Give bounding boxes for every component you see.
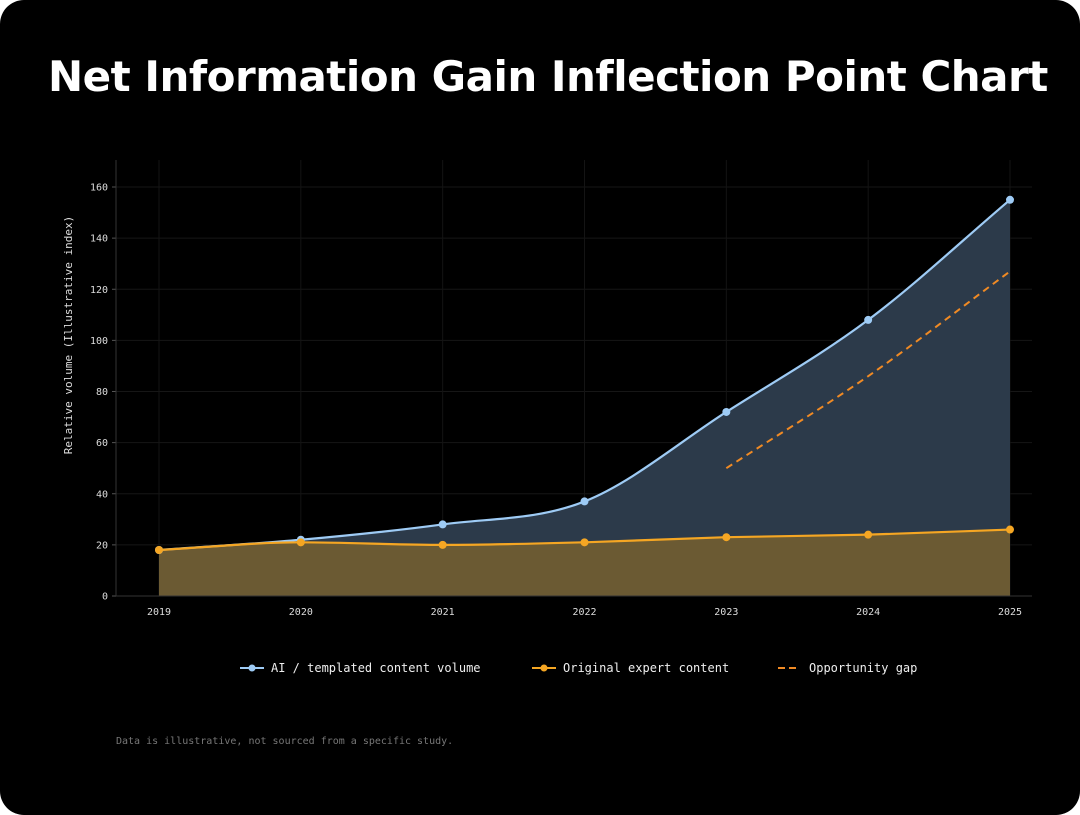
expert-content-point bbox=[864, 530, 873, 539]
y-tick-label: 0 bbox=[102, 592, 108, 603]
legend-item-opportunity-gap: Opportunity gap bbox=[778, 661, 917, 675]
y-tick-label: 140 bbox=[90, 234, 108, 245]
expert-content-point bbox=[1006, 525, 1014, 534]
ai-content-point bbox=[580, 497, 589, 506]
ai-content-point bbox=[864, 315, 873, 324]
legend-label: AI / templated content volume bbox=[271, 661, 481, 675]
y-tick-label: 80 bbox=[96, 387, 108, 398]
y-tick-label: 160 bbox=[90, 183, 108, 194]
legend-label: Original expert content bbox=[563, 661, 729, 675]
x-tick-label: 2024 bbox=[856, 607, 880, 618]
legend-marker bbox=[540, 664, 548, 672]
opportunity-gap-line bbox=[725, 270, 1011, 470]
ai-content-point bbox=[438, 520, 447, 529]
chart-title: Net Information Gain Inflection Point Ch… bbox=[48, 52, 1048, 101]
y-tick-label: 20 bbox=[96, 540, 108, 551]
footnote: Data is illustrative, not sourced from a… bbox=[116, 736, 454, 747]
legend-marker bbox=[248, 664, 256, 672]
x-tick-label: 2023 bbox=[714, 607, 738, 618]
expert-content-point bbox=[296, 538, 305, 547]
x-tick-label: 2019 bbox=[147, 607, 171, 618]
ai-content-area bbox=[159, 199, 1010, 596]
y-tick-label: 120 bbox=[90, 285, 108, 296]
y-axis-label: Relative volume (Illustrative index) bbox=[62, 216, 75, 454]
expert-content-point bbox=[580, 538, 589, 547]
x-tick-label: 2022 bbox=[572, 607, 596, 618]
expert-content-point bbox=[438, 540, 447, 549]
expert-content-area bbox=[159, 529, 1010, 596]
x-tick-label: 2020 bbox=[289, 607, 313, 618]
legend-item-expert-content: Original expert content bbox=[532, 661, 729, 675]
y-tick-label: 40 bbox=[96, 489, 108, 500]
legend-item-ai-content: AI / templated content volume bbox=[240, 661, 481, 675]
x-tick-label: 2025 bbox=[998, 607, 1022, 618]
x-tick-label: 2021 bbox=[431, 607, 455, 618]
y-tick-label: 60 bbox=[96, 438, 108, 449]
ai-content-point bbox=[722, 407, 731, 416]
expert-content-point bbox=[722, 533, 731, 542]
expert-content-point bbox=[155, 545, 163, 554]
legend-label: Opportunity gap bbox=[809, 661, 917, 675]
y-tick-label: 100 bbox=[90, 336, 108, 347]
ai-content-point bbox=[1006, 195, 1014, 204]
